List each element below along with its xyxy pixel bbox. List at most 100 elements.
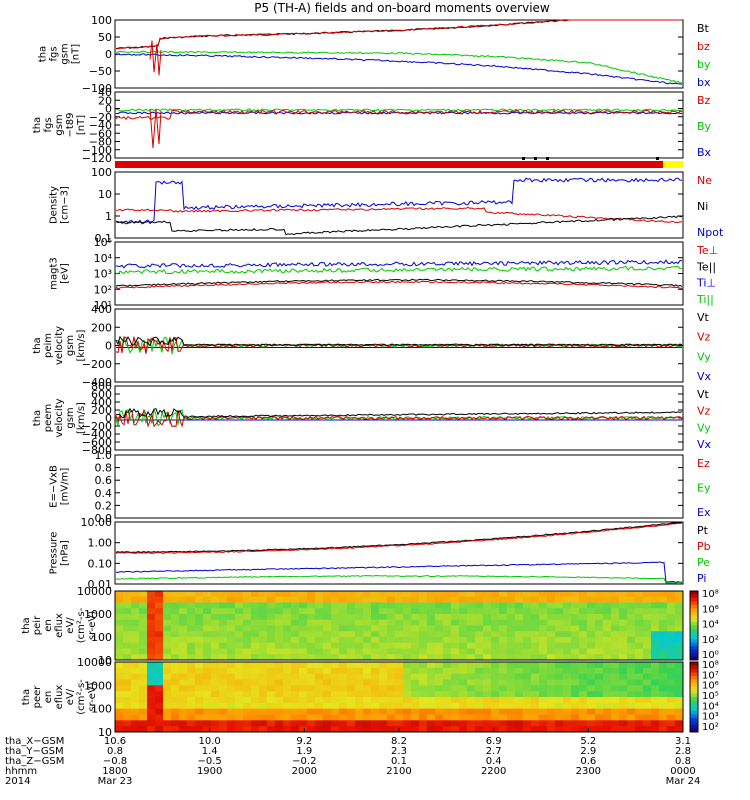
- spectrogram-cell: [195, 602, 204, 609]
- spectrogram-cell: [155, 697, 164, 704]
- spectrogram-cell: [635, 625, 644, 632]
- colorbar-cell: [690, 649, 698, 654]
- spectrogram-cell: [259, 625, 268, 632]
- spectrogram-cell: [363, 654, 372, 661]
- spectrogram-cell: [659, 702, 668, 710]
- spectrogram-cell: [155, 714, 164, 721]
- spectrogram-cell: [363, 602, 372, 609]
- spectrogram-cell: [171, 720, 180, 727]
- spectrogram-cell: [443, 631, 452, 638]
- spectrogram-cell: [579, 614, 588, 621]
- spectrogram-cell: [187, 673, 196, 680]
- spectrogram-cell: [531, 685, 540, 692]
- spectrogram-cell: [115, 602, 124, 609]
- spectrogram-cell: [475, 614, 484, 621]
- spectrogram-cell: [483, 714, 492, 721]
- spectrogram-cell: [227, 648, 236, 655]
- y-tick-label: 0.8: [95, 462, 113, 475]
- series-Vt: [115, 407, 683, 419]
- spectrogram-cell: [291, 691, 300, 698]
- spectrogram-cell: [651, 708, 660, 715]
- spectrogram-cell: [187, 614, 196, 621]
- spectrogram-cell: [347, 602, 356, 609]
- spectrogram-cell: [611, 702, 620, 710]
- spectrogram-cell: [547, 631, 556, 638]
- spectrogram-cell: [515, 642, 524, 649]
- spectrogram-cell: [283, 625, 292, 632]
- spectrogram-cell: [539, 619, 548, 626]
- spectrogram-cell: [139, 726, 148, 733]
- spectrogram-cell: [499, 691, 508, 698]
- spectrogram-cell: [163, 662, 172, 669]
- spectrogram-cell: [179, 697, 188, 704]
- colorbar-label: 10⁷: [702, 670, 719, 681]
- spectrogram-cell: [347, 591, 356, 598]
- spectrogram-cell: [355, 642, 364, 649]
- spectrogram-cell: [147, 631, 156, 638]
- spectrogram-cell: [331, 625, 340, 632]
- spectrogram-cell: [435, 631, 444, 638]
- spectrogram-cell: [427, 685, 436, 692]
- spectrogram-cell: [139, 697, 148, 704]
- spectrogram-cell: [515, 708, 524, 715]
- y-axis-label: [cm−3]: [60, 186, 71, 224]
- spectrogram-cell: [579, 608, 588, 615]
- y-axis-label: gsm: [65, 335, 76, 356]
- spectrogram-cell: [539, 642, 548, 649]
- spectrogram-cell: [491, 614, 500, 621]
- spectrogram-cell: [179, 602, 188, 609]
- colorbar-label: 10⁶: [702, 604, 719, 615]
- spectrogram-cell: [315, 614, 324, 621]
- spectrogram-cell: [515, 720, 524, 727]
- spectrogram-cell: [403, 642, 412, 649]
- y-axis-label: [nT]: [71, 44, 82, 64]
- legend-entry: Ti⊥: [696, 277, 716, 290]
- spectrogram-cell: [491, 654, 500, 661]
- spectrogram-cell: [587, 602, 596, 609]
- spectrogram-cell: [347, 720, 356, 727]
- spectrogram-cell: [315, 596, 324, 603]
- spectrogram-cell: [523, 662, 532, 669]
- spectrogram-cell: [251, 619, 260, 626]
- series-Vz: [115, 408, 683, 428]
- spectrogram-cell: [227, 591, 236, 598]
- colorbar-cell: [690, 618, 698, 623]
- spectrogram-cell: [267, 596, 276, 603]
- colorbar-cell: [690, 693, 698, 698]
- spectrogram-cell: [203, 691, 212, 698]
- spectrogram-cell: [307, 726, 316, 733]
- spectrogram-cell: [651, 631, 660, 638]
- spectrogram-cell: [523, 673, 532, 680]
- spectrogram-cell: [531, 702, 540, 710]
- spectrogram-cell: [659, 720, 668, 727]
- spectrogram-cell: [291, 667, 300, 675]
- spectrogram-cell: [515, 714, 524, 721]
- spectrogram-cell: [427, 614, 436, 621]
- spectrogram-cell: [411, 619, 420, 626]
- spectrogram-cell: [667, 662, 676, 669]
- spectrogram-cell: [179, 720, 188, 727]
- spectrogram-cell: [411, 631, 420, 638]
- peer-spectrogram: [115, 662, 684, 733]
- spectrogram-cell: [499, 702, 508, 710]
- spectrogram-cell: [651, 702, 660, 710]
- legend-entry: Ez: [697, 457, 710, 470]
- spectrogram-cell: [475, 642, 484, 649]
- spectrogram-cell: [163, 614, 172, 621]
- spectrogram-cell: [267, 637, 276, 644]
- spectrogram-cell: [619, 619, 628, 626]
- spectrogram-cell: [531, 673, 540, 680]
- spectrogram-cell: [371, 602, 380, 609]
- spectrogram-cell: [515, 697, 524, 704]
- spectrogram-cell: [251, 726, 260, 733]
- spectrogram-cell: [595, 702, 604, 710]
- spectrogram-cell: [531, 608, 540, 615]
- panel-frame: [114, 590, 684, 661]
- spectrogram-cell: [635, 662, 644, 669]
- spectrogram-cell: [139, 637, 148, 644]
- spectrogram-cell: [667, 591, 676, 598]
- spectrogram-cell: [531, 596, 540, 603]
- spectrogram-cell: [571, 708, 580, 715]
